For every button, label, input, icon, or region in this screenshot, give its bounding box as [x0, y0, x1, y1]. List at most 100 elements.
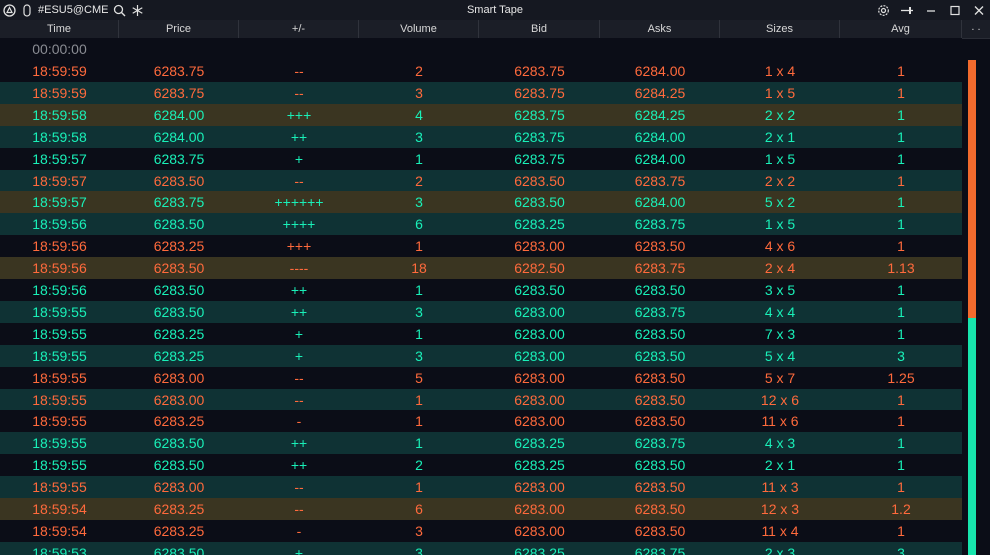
cell-delta: --: [294, 501, 304, 517]
scrollbar-sell-segment[interactable]: [968, 60, 976, 318]
cell-asks: 6283.50: [634, 369, 686, 386]
cell-time: 18:59:55: [32, 457, 87, 474]
initial-time-cell: 00:00:00: [32, 41, 87, 57]
column-header-avg[interactable]: Avg: [840, 20, 962, 38]
snowflake-icon[interactable]: [130, 2, 144, 18]
cell-bid: 6283.00: [514, 369, 565, 386]
cell-bid: 6283.25: [514, 544, 565, 555]
cell-price: 6283.00: [153, 391, 205, 408]
column-header-price[interactable]: Price: [119, 20, 239, 38]
symbol-selector[interactable]: #ESU5@CME: [38, 4, 109, 16]
cell-bid: 6283.50: [514, 194, 565, 211]
cell-price: 6283.25: [153, 347, 205, 364]
cell-bid: 6283.75: [514, 84, 565, 101]
cell-volume: 1: [415, 150, 423, 167]
cell-time: 18:59:55: [32, 369, 87, 386]
cell-time: 18:59:56: [32, 216, 87, 233]
close-icon[interactable]: [972, 2, 986, 18]
cell-bid: 6283.75: [514, 106, 565, 123]
cell-asks: 6283.75: [634, 172, 686, 189]
search-icon[interactable]: [112, 2, 126, 18]
cell-time: 18:59:57: [32, 150, 87, 167]
cell-price: 6283.50: [153, 172, 205, 189]
cell-avg: 1: [897, 106, 905, 123]
tape-row: 18:59:58 6284.00 +++ 4 6283.75 6284.25 2 x 2 1: [0, 103, 962, 126]
tape-row: 18:59:55 6283.00 -- 1 6283.00 6283.50 11 x 3 1: [0, 476, 962, 499]
cell-price: 6284.00: [153, 106, 205, 123]
tape-row: 18:59:57 6283.75 +1 6283.75 6284.00 1 x 5 1: [0, 147, 962, 170]
cell-time: 18:59:55: [32, 413, 87, 430]
cell-asks: 6283.50: [634, 325, 686, 342]
cell-volume: 3: [415, 522, 423, 539]
tape-row: 18:59:54 6283.25 -- 6 6283.00 6283.50 12 x 3 1.…: [0, 498, 962, 520]
cell-delta: ++: [290, 303, 308, 320]
title-bar-left: #ESU5@CME: [2, 0, 144, 20]
column-header-volume[interactable]: Volume: [359, 20, 479, 38]
cell-volume: 1: [415, 413, 423, 430]
cell-bid: 6283.50: [514, 282, 565, 298]
app-logo-icon[interactable]: [2, 2, 16, 18]
cell-bid: 6283.00: [514, 238, 565, 255]
cell-sizes: 5 x 7: [764, 369, 796, 386]
cell-asks: 6283.50: [634, 238, 686, 255]
cell-asks: 6284.25: [634, 84, 686, 101]
cell-volume: 6: [415, 216, 423, 233]
cell-delta: ++++: [282, 216, 316, 233]
cell-time: 18:59:58: [32, 128, 87, 145]
cell-volume: 4: [415, 106, 423, 123]
cell-sizes: 2 x 2: [764, 172, 796, 189]
cell-delta: ++: [290, 282, 308, 298]
column-header-delta[interactable]: +/-: [239, 20, 359, 38]
cell-avg: 1.25: [887, 369, 915, 386]
cell-sizes: 2 x 1: [764, 457, 796, 474]
cell-avg: 1: [897, 63, 905, 79]
cell-volume: 3: [415, 194, 423, 211]
column-header-sizes[interactable]: Sizes: [720, 20, 840, 38]
cell-price: 6283.25: [153, 522, 205, 539]
tape-row: 18:59:55 6283.00 -- 1 6283.00 6283.50 12 x 6 1: [0, 388, 962, 411]
tape-row: 18:59:57 6283.75 ++++++ 3 6283.50 6284.00 5 x …: [0, 191, 962, 214]
cell-avg: 1: [897, 84, 905, 101]
column-header-time[interactable]: Time: [0, 20, 119, 38]
settings-gear-icon[interactable]: [876, 2, 890, 18]
cell-price: 6283.75: [153, 150, 205, 167]
cell-asks: 6283.50: [634, 479, 686, 496]
tape-table: 00:00:00 18:59:59 6283.75 -- 2 6283.75 6284.0…: [0, 38, 962, 555]
tape-row: 18:59:55 6283.25 +3 6283.00 6283.50 5 x 4 3: [0, 344, 962, 367]
cell-volume: 1: [415, 479, 423, 496]
cell-time: 18:59:55: [32, 303, 87, 320]
cell-price: 6283.25: [153, 238, 205, 255]
cell-volume: 3: [415, 544, 423, 555]
cell-avg: 1: [897, 522, 905, 539]
cell-price: 6283.50: [153, 457, 205, 474]
cell-time: 18:59:56: [32, 238, 87, 255]
initial-time-row: 00:00:00: [0, 38, 962, 60]
cell-avg: 1: [897, 479, 905, 496]
column-options-button[interactable]: . .: [971, 21, 981, 33]
cell-time: 18:59:54: [32, 522, 87, 539]
cell-avg: 1: [897, 391, 905, 408]
cell-delta: --: [294, 391, 304, 408]
tape-row: 18:59:53 6283.50 +3 6283.25 6283.75 2 x 3 3: [0, 541, 962, 555]
cell-asks: 6283.50: [634, 413, 686, 430]
cell-asks: 6284.00: [634, 150, 686, 167]
cell-price: 6283.75: [153, 194, 205, 211]
cell-price: 6283.50: [153, 282, 205, 298]
cell-asks: 6283.75: [634, 544, 686, 555]
cell-time: 18:59:59: [32, 63, 87, 79]
cell-bid: 6283.50: [514, 172, 565, 189]
cell-price: 6283.50: [153, 303, 205, 320]
link-icon[interactable]: [20, 2, 34, 18]
column-header-asks[interactable]: Asks: [600, 20, 720, 38]
minimize-icon[interactable]: [924, 2, 938, 18]
column-header-bid[interactable]: Bid: [479, 20, 600, 38]
scrollbar-buy-segment[interactable]: [968, 318, 976, 555]
cell-sizes: 2 x 1: [764, 128, 796, 145]
cell-price: 6283.25: [153, 413, 205, 430]
pin-icon[interactable]: [900, 2, 914, 18]
cell-volume: 1: [415, 282, 423, 298]
maximize-icon[interactable]: [948, 2, 962, 18]
cell-volume: 2: [415, 63, 423, 79]
cell-avg: 1: [897, 457, 905, 474]
cell-delta: ----: [289, 260, 309, 277]
